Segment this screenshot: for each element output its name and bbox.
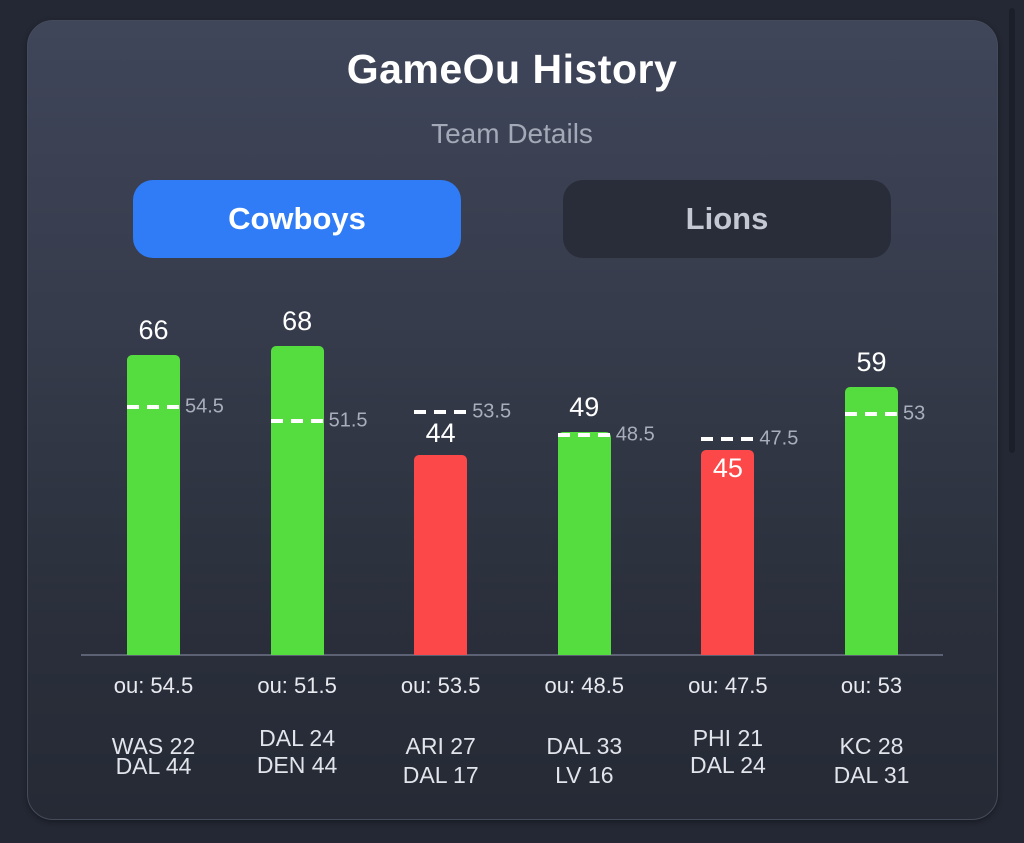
game-score-line: ARI 27	[405, 733, 476, 759]
ou-line-value: 51.5	[328, 409, 368, 432]
bar-over[interactable]	[127, 355, 180, 655]
ou-line-marker	[701, 437, 755, 442]
total-points-value: 45	[712, 453, 743, 484]
ou-line-marker	[845, 412, 898, 417]
bar-over[interactable]	[845, 386, 898, 655]
tab-cowboys[interactable]: Cowboys	[133, 180, 461, 258]
game-score-line: DAL 24	[689, 752, 766, 778]
ou-label: ou: 51.5	[257, 673, 337, 698]
ou-label: ou: 53	[840, 673, 903, 698]
game-score-line: DAL 44	[115, 753, 192, 779]
game-score-line: DAL 31	[833, 762, 910, 788]
total-points-value: 49	[569, 392, 600, 423]
ou-line-value: 48.5	[615, 423, 655, 446]
bar-over[interactable]	[557, 432, 611, 655]
ou-label: ou: 54.5	[113, 673, 194, 698]
chart-baseline	[81, 654, 943, 656]
scrollbar[interactable]	[1009, 8, 1015, 453]
ou-line-marker	[270, 418, 324, 423]
game-score-line: PHI 21	[692, 725, 764, 751]
ou-line-marker	[127, 405, 180, 410]
page-title: GameOu History	[346, 46, 678, 92]
ou-line-value: 47.5	[759, 427, 799, 450]
game-score-line: KC 28	[839, 733, 904, 759]
tab-lions[interactable]: Lions	[563, 180, 891, 258]
ou-line-value: 54.5	[185, 395, 224, 418]
ou-line-value: 53.5	[472, 400, 512, 423]
ou-line-marker	[414, 409, 468, 414]
game-score-line: LV 16	[555, 762, 614, 788]
page-subtitle: Team Details	[431, 118, 593, 149]
ou-label: ou: 47.5	[688, 673, 768, 698]
total-points-value: 66	[138, 315, 169, 345]
game-score-line: DAL 33	[546, 733, 623, 759]
bar-over[interactable]	[270, 345, 324, 655]
game-score-line: DAL 24	[259, 725, 336, 751]
ou-label: ou: 48.5	[544, 673, 625, 698]
total-points-value: 68	[282, 305, 313, 336]
ou-line-value: 53	[903, 402, 926, 425]
ou-line-marker	[557, 432, 611, 437]
ou-label: ou: 53.5	[400, 673, 481, 698]
bar-under[interactable]	[414, 455, 468, 655]
total-points-value: 44	[425, 417, 456, 448]
game-score-line: DEN 44	[256, 752, 338, 778]
game-score-line: WAS 22	[111, 733, 196, 759]
bar-under[interactable]	[701, 450, 755, 655]
total-points-value: 59	[856, 346, 887, 377]
game-ou-history-card	[27, 20, 998, 820]
game-score-line: DAL 17	[402, 762, 479, 788]
